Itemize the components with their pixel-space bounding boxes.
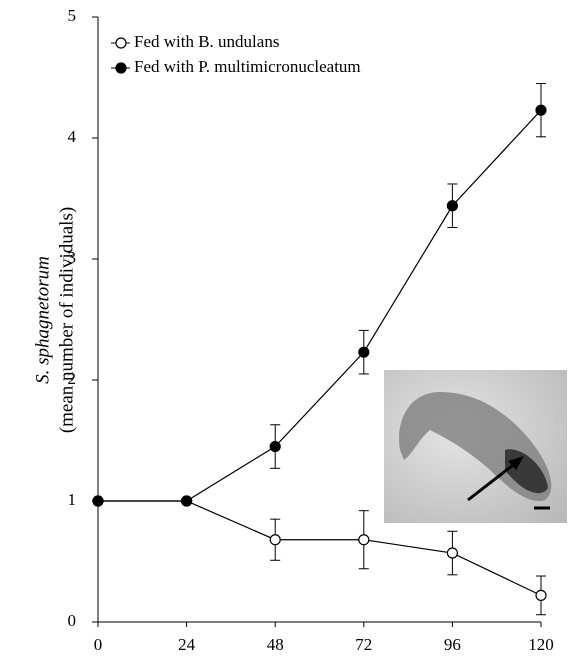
data-point	[181, 495, 193, 507]
y-tick-label: 0	[68, 611, 77, 630]
legend-marker	[115, 37, 127, 49]
y-tick-label: 4	[68, 127, 77, 146]
data-point	[446, 547, 458, 559]
data-point	[446, 200, 458, 212]
y-tick-label: 5	[68, 6, 77, 25]
data-point	[358, 534, 370, 546]
data-point	[269, 534, 281, 546]
data-point	[535, 589, 547, 601]
inset-image	[384, 370, 567, 523]
y-tick-label: 2	[68, 369, 77, 388]
series-line	[98, 109, 542, 502]
x-tick-label: 0	[94, 635, 103, 654]
y-axis-label: S. sphagnetorum	[32, 256, 53, 384]
legend-marker	[115, 62, 127, 74]
data-point	[535, 104, 547, 116]
x-tick-label: 120	[528, 635, 554, 654]
x-tick-label: 96	[444, 635, 461, 654]
x-tick-label: 48	[267, 635, 284, 654]
data-point	[92, 495, 104, 507]
legend-label: Fed with B. undulans	[134, 32, 279, 51]
x-tick-label: 72	[355, 635, 372, 654]
legend-label: Fed with P. multimicronucleatum	[134, 57, 361, 76]
x-tick-label: 24	[178, 635, 196, 654]
y-axis-label: (mean number of individuals)	[56, 207, 77, 433]
data-point	[269, 440, 281, 453]
y-tick-label: 3	[68, 248, 77, 267]
data-point	[358, 346, 370, 358]
y-tick-label: 1	[68, 490, 77, 509]
